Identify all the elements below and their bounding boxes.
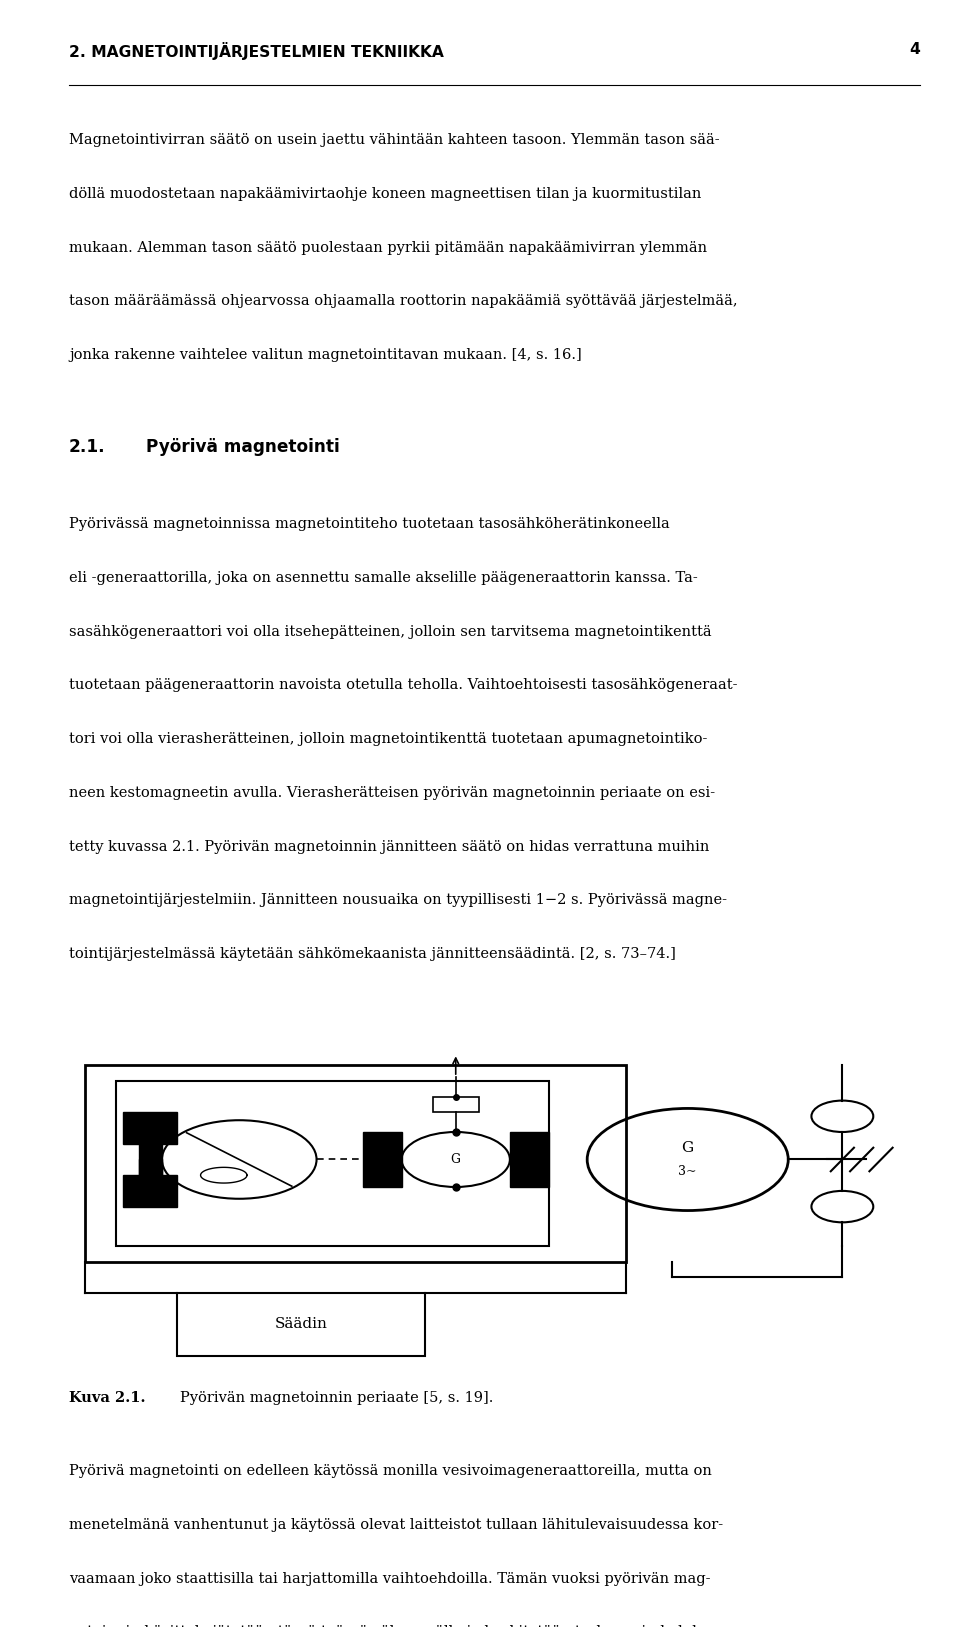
Bar — [138, 1144, 162, 1175]
Bar — [123, 1175, 178, 1207]
Text: sasähkögeneraattori voi olla itsehерätteinen, jolloin sen tarvitsema magnetointi: sasähkögeneraattori voi olla itsehерätte… — [69, 625, 711, 639]
Text: mukaan. Alemman tason säätö puolestaan pyrkii pitämään napakäämivirran ylemmän: mukaan. Alemman tason säätö puolestaan p… — [69, 241, 708, 255]
Text: Kuva 2.1.: Kuva 2.1. — [69, 1391, 146, 1406]
Text: eli -generaattorilla, joka on asennettu samalle akselille päägeneraattorin kanss: eli -generaattorilla, joka on asennettu … — [69, 571, 698, 586]
Bar — [84, 1066, 626, 1261]
Bar — [178, 1293, 425, 1355]
Text: Pyörivässä magnetoinnissa magnetointiteho tuotetaan tasosähköherätinkoneella: Pyörivässä magnetoinnissa magnetointiteh… — [69, 517, 670, 532]
Bar — [510, 1132, 548, 1188]
Bar — [115, 1080, 548, 1246]
Text: magnetointijärjestelmiin. Jännitteen nousuaika on tyypillisesti 1−2 s. Pyöriväss: magnetointijärjestelmiin. Jännitteen nou… — [69, 893, 727, 908]
Text: 2.1.: 2.1. — [69, 438, 106, 456]
Text: tason määräämässä ohjearvossa ohjaamalla roottorin napakäämiä syöttävää järjeste: tason määräämässä ohjearvossa ohjaamalla… — [69, 294, 737, 309]
Bar — [433, 1097, 479, 1113]
Text: G: G — [451, 1154, 461, 1167]
Text: tori voi olla vierasherätteinen, jolloin magnetointikenttä tuotetaan apumagnetoi: tori voi olla vierasherätteinen, jolloin… — [69, 732, 708, 747]
Text: 3~: 3~ — [679, 1165, 697, 1178]
Bar — [123, 1113, 178, 1144]
Text: Pyörivä magnetointi on edelleen käytössä monilla vesivoimageneraattoreilla, mutt: Pyörivä magnetointi on edelleen käytössä… — [69, 1464, 712, 1479]
Text: döllä muodostetaan napakäämivirtaohje koneen magneettisen tilan ja kuormitustila: döllä muodostetaan napakäämivirtaohje ko… — [69, 187, 702, 202]
Text: Magnetointivirran säätö on usein jaettu vähintään kahteen tasoon. Ylemmän tason : Magnetointivirran säätö on usein jaettu … — [69, 133, 720, 148]
Text: jonka rakenne vaihtelee valitun magnetointitavan mukaan. [4, s. 16.]: jonka rakenne vaihtelee valitun magnetoi… — [69, 348, 582, 363]
Text: Pyörivän magnetoinnin periaate [5, s. 19].: Pyörivän magnetoinnin periaate [5, s. 19… — [180, 1391, 492, 1406]
Text: tointijärjestelmässä käytetään sähkömekaanista jännitteensäädintä. [2, s. 73–74.: tointijärjestelmässä käytetään sähkömeka… — [69, 947, 676, 962]
Text: neen kestomagneetin avulla. Vierasherätteisen pyörivän magnetoinnin periaate on : neen kestomagneetin avulla. Vierasherätt… — [69, 786, 715, 800]
Text: vaamaan joko staattisilla tai harjattomilla vaihtoehdoilla. Tämän vuoksi pyörivä: vaamaan joko staattisilla tai harjattomi… — [69, 1572, 710, 1586]
Text: Säädin: Säädin — [275, 1318, 327, 1331]
Bar — [363, 1132, 401, 1188]
Text: menetelmänä vanhentunut ja käytössä olevat laitteistot tullaan lähitulevaisuudes: menetelmänä vanhentunut ja käytössä olev… — [69, 1518, 723, 1533]
Text: 4: 4 — [909, 42, 920, 57]
Text: G: G — [682, 1141, 694, 1155]
Text: tuotetaan päägeneraattorin navoista otetulla teholla. Vaihtoehtoisesti tasosähkö: tuotetaan päägeneraattorin navoista otet… — [69, 678, 737, 693]
Bar — [138, 1160, 162, 1175]
Text: tetty kuvassa 2.1. Pyörivän magnetoinnin jännitteen säätö on hidas verrattuna mu: tetty kuvassa 2.1. Pyörivän magnetoinnin… — [69, 840, 709, 854]
Text: Pyörivä magnetointi: Pyörivä magnetointi — [146, 438, 340, 456]
Text: 2. MAGNETOINTIJÄRJESTELMIEN TEKNIIKKA: 2. MAGNETOINTIJÄRJESTELMIEN TEKNIIKKA — [69, 42, 444, 60]
